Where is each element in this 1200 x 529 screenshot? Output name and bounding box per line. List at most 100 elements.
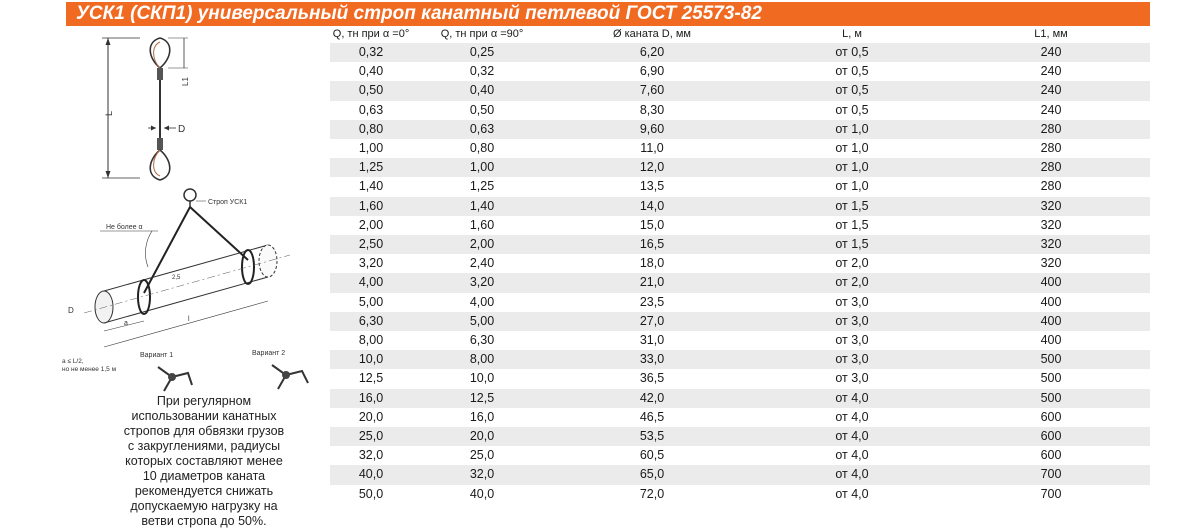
label-a-rule-2: но не менее 1,5 м xyxy=(62,366,117,373)
cell-rope-diameter: 14,0 xyxy=(552,196,752,216)
cell-load-0deg: 16,0 xyxy=(330,388,412,408)
cell-loop-length: 600 xyxy=(952,427,1150,447)
cell-rope-diameter: 65,0 xyxy=(552,465,752,485)
cell-load-0deg: 40,0 xyxy=(330,465,412,485)
cell-load-0deg: 4,00 xyxy=(330,273,412,293)
table-row: 8,00 6,30 31,0 от 3,0 400 xyxy=(330,331,1150,351)
table-header-row: Q, тн при α =0° Q, тн при α =90° Ø канат… xyxy=(330,26,1150,43)
cell-load-90deg: 8,00 xyxy=(412,350,552,370)
sling-spec-table: Q, тн при α =0° Q, тн при α =90° Ø канат… xyxy=(330,26,1150,504)
label-variant-2: Вариант 2 xyxy=(252,350,285,357)
cell-rope-diameter: 21,0 xyxy=(552,273,752,293)
sling-usage-diagram: Строп УСК1 Не более α a l 2,5 D Вариант … xyxy=(62,188,309,392)
cell-rope-diameter: 16,5 xyxy=(552,235,752,255)
table-row: 5,00 4,00 23,5 от 3,0 400 xyxy=(330,292,1150,312)
label-angle: Не более α xyxy=(106,223,143,231)
cell-rope-diameter: 18,0 xyxy=(552,254,752,274)
table-row: 1,25 1,00 12,0 от 1,0 280 xyxy=(330,158,1150,178)
cell-load-0deg: 1,40 xyxy=(330,177,412,197)
label-D: D xyxy=(178,124,185,135)
label-a-rule: a ≤ L/2, xyxy=(62,358,84,365)
cell-length: от 3,0 xyxy=(752,331,952,351)
cell-length: от 3,0 xyxy=(752,350,952,370)
cell-load-90deg: 4,00 xyxy=(412,292,552,312)
cell-load-90deg: 0,63 xyxy=(412,119,552,140)
cell-length: от 4,0 xyxy=(752,484,952,504)
cell-rope-diameter: 23,5 xyxy=(552,292,752,312)
cell-rope-diameter: 6,20 xyxy=(552,43,752,63)
cell-length: от 4,0 xyxy=(752,465,952,485)
cell-loop-length: 320 xyxy=(952,215,1150,236)
cell-loop-length: 500 xyxy=(952,350,1150,370)
cell-load-90deg: 0,25 xyxy=(412,43,552,63)
label-l: l xyxy=(188,316,190,323)
cell-length: от 3,0 xyxy=(752,311,952,332)
label-D-main: D xyxy=(68,306,74,315)
cell-loop-length: 400 xyxy=(952,311,1150,332)
cell-load-90deg: 2,40 xyxy=(412,254,552,274)
table-row: 3,20 2,40 18,0 от 2,0 320 xyxy=(330,254,1150,274)
cell-load-0deg: 20,0 xyxy=(330,407,412,428)
cell-length: от 1,0 xyxy=(752,177,952,197)
variant-2-knot xyxy=(271,364,309,390)
table-row: 1,40 1,25 13,5 от 1,0 280 xyxy=(330,177,1150,197)
cell-length: от 4,0 xyxy=(752,407,952,428)
cell-length: от 0,5 xyxy=(752,43,952,63)
table-row: 25,0 20,0 53,5 от 4,0 600 xyxy=(330,427,1150,447)
table-row: 16,0 12,5 42,0 от 4,0 500 xyxy=(330,388,1150,408)
cell-load-90deg: 32,0 xyxy=(412,465,552,485)
label-variant-1: Вариант 1 xyxy=(140,352,173,359)
cell-load-0deg: 0,80 xyxy=(330,119,412,140)
cell-loop-length: 320 xyxy=(952,235,1150,255)
table-row: 12,5 10,0 36,5 от 3,0 500 xyxy=(330,369,1150,389)
cell-loop-length: 400 xyxy=(952,292,1150,312)
cell-length: от 1,5 xyxy=(752,215,952,236)
cell-load-90deg: 2,00 xyxy=(412,235,552,255)
cell-loop-length: 400 xyxy=(952,273,1150,293)
header-rope-diameter: Ø каната D, мм xyxy=(612,28,691,40)
cell-load-90deg: 1,25 xyxy=(412,177,552,197)
table-row: 10,0 8,00 33,0 от 3,0 500 xyxy=(330,350,1150,370)
cell-loop-length: 320 xyxy=(952,254,1150,274)
usage-note: При регулярном использовании канатных ст… xyxy=(123,394,285,528)
table-row: 40,0 32,0 65,0 от 4,0 700 xyxy=(330,465,1150,485)
table-row: 2,00 1,60 15,0 от 1,5 320 xyxy=(330,215,1150,236)
cell-load-0deg: 1,60 xyxy=(330,196,412,216)
cell-rope-diameter: 8,30 xyxy=(552,100,752,120)
cell-loop-length: 280 xyxy=(952,119,1150,140)
cell-rope-diameter: 11,0 xyxy=(552,139,752,159)
cell-load-0deg: 5,00 xyxy=(330,292,412,312)
cell-load-0deg: 50,0 xyxy=(330,484,412,504)
cell-rope-diameter: 60,5 xyxy=(552,446,752,466)
cell-load-0deg: 1,00 xyxy=(330,139,412,159)
cell-rope-diameter: 12,0 xyxy=(552,158,752,178)
table-row: 50,0 40,0 72,0 от 4,0 700 xyxy=(330,484,1150,504)
table-row: 0,32 0,25 6,20 от 0,5 240 xyxy=(330,43,1150,63)
cell-length: от 2,0 xyxy=(752,273,952,293)
cell-load-90deg: 25,0 xyxy=(412,446,552,466)
label-a-dim: a xyxy=(124,320,128,327)
variant-1-knot xyxy=(157,366,193,392)
cell-loop-length: 700 xyxy=(952,484,1150,504)
cell-loop-length: 400 xyxy=(952,331,1150,351)
cell-load-90deg: 16,0 xyxy=(412,407,552,428)
cell-load-0deg: 0,40 xyxy=(330,62,412,82)
cell-rope-diameter: 6,90 xyxy=(552,62,752,82)
cell-loop-length: 240 xyxy=(952,81,1150,101)
cell-load-90deg: 12,5 xyxy=(412,388,552,408)
cell-length: от 1,0 xyxy=(752,119,952,140)
label-25: 2,5 xyxy=(172,275,181,281)
cell-rope-diameter: 42,0 xyxy=(552,388,752,408)
table-row: 0,40 0,32 6,90 от 0,5 240 xyxy=(330,62,1150,82)
cell-loop-length: 600 xyxy=(952,407,1150,428)
table-row: 32,0 25,0 60,5 от 4,0 600 xyxy=(330,446,1150,466)
cell-load-0deg: 8,00 xyxy=(330,331,412,351)
cell-load-90deg: 5,00 xyxy=(412,311,552,332)
cell-load-0deg: 25,0 xyxy=(330,427,412,447)
cell-load-90deg: 0,50 xyxy=(412,100,552,120)
cell-load-0deg: 32,0 xyxy=(330,446,412,466)
label-L1: L1 xyxy=(181,77,190,86)
label-L: L xyxy=(104,111,114,116)
cell-load-0deg: 6,30 xyxy=(330,311,412,332)
table-row: 20,0 16,0 46,5 от 4,0 600 xyxy=(330,407,1150,428)
